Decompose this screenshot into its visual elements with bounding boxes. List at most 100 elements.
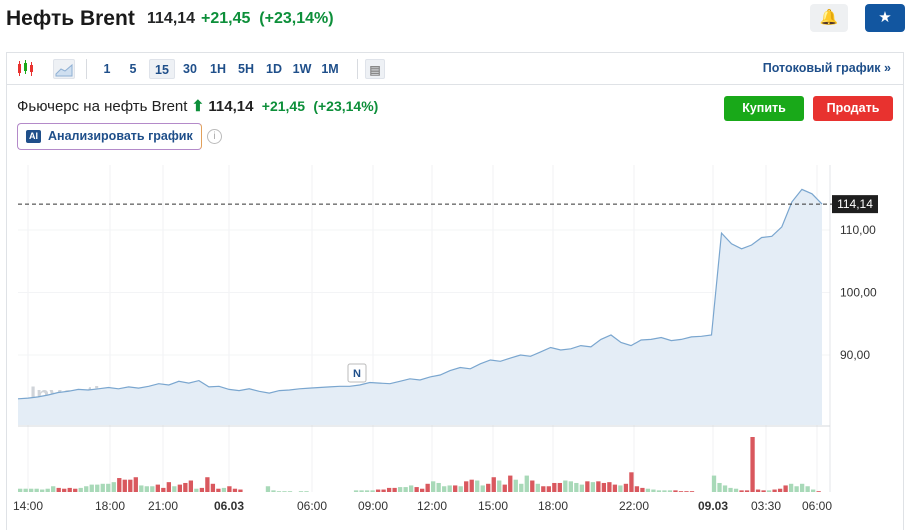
info-icon[interactable]: i [207,129,222,144]
volume-bar [673,490,678,492]
volume-bar [590,482,596,492]
interval-1D[interactable]: 1D [266,62,282,76]
volume-bar [486,483,491,492]
volume-bar [684,491,689,492]
volume-bar [607,482,612,492]
volume-bar [717,482,722,492]
volume-bar [364,490,370,492]
volume-bar [722,485,728,492]
volume-bar [210,483,216,492]
volume-bar [535,483,540,492]
volume-bar [546,486,551,492]
interval-1[interactable]: 1 [103,62,111,76]
volume-bar [166,482,171,492]
volume-bar [530,480,535,492]
volume-bar [111,482,116,492]
layout-icon[interactable]: ▤ [365,59,385,79]
header-price: 114,14 [147,10,196,27]
interval-5[interactable]: 5 [129,62,137,76]
volume-bar [629,472,634,492]
volume-bar [656,490,662,492]
volume-bar [133,477,138,492]
volume-bar [100,483,105,492]
volume-bar [276,491,282,492]
volume-bar [128,479,133,492]
news-marker[interactable] [347,363,367,383]
chart-panel: 1 5 15 30 1H 5H 1D 1W 1M ▤ Потоковый график » Фь… [6,52,904,530]
arrow-up-icon: ⬆ [191,98,205,115]
volume-bar [634,486,640,492]
volume-bar [788,483,794,492]
volume-bar [67,487,72,492]
analyze-chart-button[interactable]: AI Анализировать график [17,123,202,150]
volume-bar [513,479,518,492]
volume-bar [601,482,607,492]
chart-toolbar: 1 5 15 30 1H 5H 1D 1W 1M ▤ Потоковый график » [7,53,903,85]
y-tick-label: 100,00 [840,286,877,300]
volume-bar [29,488,34,492]
volume-bar [78,487,83,492]
interval-1W[interactable]: 1W [292,62,312,76]
streaming-chart-link[interactable]: Потоковый график » [762,61,891,75]
last-price-tag [832,195,878,214]
volume-bar [386,487,392,492]
volume-bar [144,486,149,492]
x-tick-label: 18:00 [95,499,125,513]
volume-bar [172,486,177,492]
volume-bar [623,483,629,492]
volume-bar [728,487,733,492]
interval-1M[interactable]: 1M [321,62,339,76]
x-tick-label: 18:00 [538,499,568,513]
volume-bar [794,486,799,492]
y-tick-label: 90,00 [840,348,870,362]
volume-bar [744,490,750,492]
interval-30[interactable]: 30 [183,62,197,76]
volume-bar [403,487,408,492]
volume-bar [84,486,89,492]
buy-button[interactable]: Купить [724,96,804,121]
volume-bar [662,490,667,492]
volume-bar [805,486,810,492]
volume-bar [783,485,788,492]
volume-bar [238,489,243,492]
candlestick-icon[interactable] [15,59,37,79]
volume-bar [359,490,364,492]
volume-bar [183,482,188,492]
volume-bar [205,477,210,492]
volume-bar [772,489,777,492]
sell-button[interactable]: Продать [813,96,893,121]
x-tick-label: 15:00 [478,499,508,513]
volume-bar [799,483,805,492]
star-icon[interactable]: ★ [865,4,905,32]
interval-15[interactable]: 15 [149,59,175,79]
volume-bar [502,484,507,492]
volume-bar [45,488,50,492]
volume-bar [458,486,463,492]
volume-bar [298,491,304,492]
volume-bar [453,485,458,492]
volume-bar [375,489,381,492]
area-chart-icon[interactable] [53,59,75,79]
volume-bar [106,483,111,492]
interval-5H[interactable]: 5H [238,62,254,76]
volume-bar [73,488,78,492]
x-tick-label: 14:00 [13,499,43,513]
volume-bar [739,490,744,492]
volume-bar [271,490,276,492]
volume-bar [761,490,766,492]
volume-bar [155,484,160,492]
volume-bar [117,478,122,492]
volume-bar [381,489,386,492]
bell-plus-icon[interactable]: 🔔 [810,4,848,32]
volume-bar [733,488,739,492]
x-tick-label: 12:00 [417,499,447,513]
divider [86,59,87,79]
interval-1H[interactable]: 1H [210,62,226,76]
volume-bar [431,481,436,492]
volume-bar [62,488,67,492]
volume-bar [40,489,45,492]
header: Нефть Brent 114,14 +21,45 (+23,14%) 🔔 ★ [0,0,908,40]
volume-bar [667,490,673,492]
volume-bar [18,488,23,492]
